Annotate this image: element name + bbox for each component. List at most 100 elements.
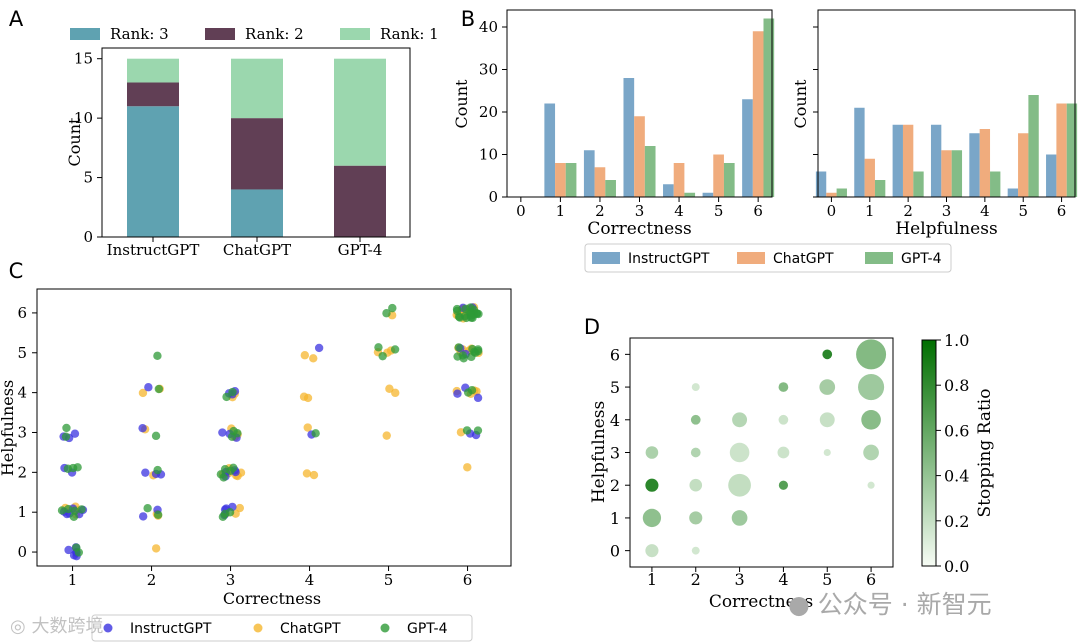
bar-chatgpt	[594, 167, 606, 197]
scatter-point-gpt-4	[459, 354, 468, 363]
scatter-point-gpt-4	[57, 506, 67, 515]
x-tick-label: 2	[595, 202, 605, 220]
y-tick-label: 6	[610, 345, 620, 364]
colorbar-tick-label: 1.0	[944, 331, 969, 350]
bubble-point	[689, 511, 703, 525]
panel-letter-b: B	[461, 7, 475, 31]
y-tick-label: 1	[17, 503, 27, 521]
bubble-point	[861, 409, 881, 430]
bar-chatgpt	[941, 150, 952, 197]
bar-chatgpt	[752, 31, 764, 197]
y-tick-label: 0	[610, 542, 620, 561]
bubble-point	[690, 447, 701, 458]
x-tick-label: 5	[1018, 202, 1028, 220]
colorbar-tick-label: 0.2	[944, 512, 969, 531]
y-axis-label: Count	[452, 79, 471, 128]
bubble-point	[691, 383, 700, 392]
scatter-point-gpt-4	[77, 505, 86, 514]
scatter-point-gpt-4	[462, 426, 472, 435]
bar-instructgpt	[1046, 154, 1057, 197]
scatter-point-gpt-4	[219, 473, 228, 482]
scatter-point-chatgpt	[300, 351, 310, 360]
bar-gpt-4	[605, 180, 616, 197]
x-tick-label: 1	[68, 571, 78, 589]
scatter-point-gpt-4	[226, 466, 235, 476]
scatter-point-gpt-4	[388, 303, 397, 313]
plot-frame-b2	[817, 9, 1076, 198]
x-tick-label: ChatGPT	[223, 241, 291, 259]
bar-instructgpt	[583, 150, 595, 197]
bubble-point	[822, 349, 833, 360]
bar-gpt-4	[990, 171, 1001, 197]
scatter-point-chatgpt	[138, 388, 148, 398]
bar-chatgpt	[713, 154, 724, 197]
x-tick-label: GPT-4	[338, 241, 383, 259]
bubble-point	[856, 339, 887, 370]
scatter-point-instructgpt	[144, 383, 153, 392]
plot-frame-a	[101, 47, 411, 238]
scatter-point-chatgpt	[151, 544, 161, 553]
bubble-point	[690, 414, 701, 425]
scatter-point-instructgpt	[314, 343, 324, 353]
y-tick-label: 0	[488, 188, 498, 206]
y-tick-label: 3	[610, 444, 620, 463]
x-tick-label: 1	[556, 202, 566, 220]
legend-label: ChatGPT	[280, 621, 341, 637]
y-tick-label: 20	[479, 103, 498, 121]
bar-rank-3	[127, 106, 179, 237]
bar-gpt-4	[565, 163, 577, 197]
scatter-point-gpt-4	[374, 343, 383, 352]
scatter-point-gpt-4	[390, 345, 400, 354]
bubble-point	[863, 444, 879, 461]
x-tick-label: 6	[753, 202, 763, 220]
colorbar-tick-label: 0.4	[944, 467, 969, 486]
scatter-point-gpt-4	[455, 313, 465, 322]
watermark-left-text: 大数跨境	[31, 616, 104, 637]
bar-instructgpt	[815, 171, 827, 197]
bar-instructgpt	[1007, 188, 1019, 197]
legend-marker	[103, 623, 113, 633]
x-tick-label: 2	[903, 202, 913, 220]
x-tick-label: 6	[866, 570, 876, 589]
legend-label: Rank: 3	[110, 25, 169, 43]
x-axis-label: Correctness	[223, 589, 321, 608]
scatter-point-chatgpt	[382, 431, 391, 440]
x-tick-label: 5	[822, 570, 832, 589]
scatter-point-gpt-4	[466, 313, 476, 322]
bar-instructgpt	[742, 99, 753, 197]
bubble-point	[819, 379, 836, 395]
bubble-point	[691, 546, 700, 555]
scatter-point-instructgpt	[141, 468, 150, 477]
y-tick-label: 1	[610, 509, 620, 528]
y-tick-label: 10	[74, 109, 93, 127]
bar-instructgpt	[892, 124, 903, 197]
y-tick-label: 0	[83, 228, 93, 246]
bubble-point	[645, 446, 659, 459]
legend-marker	[380, 623, 390, 633]
bar-rank-1	[231, 58, 283, 119]
colorbar-tick-label: 0.0	[944, 557, 969, 576]
bubble-point	[728, 473, 751, 497]
x-tick-label: 0	[827, 202, 837, 220]
bar-gpt-4	[684, 192, 696, 197]
legend-label: Rank: 2	[245, 25, 304, 43]
legend-marker	[253, 623, 263, 633]
y-tick-label: 5	[610, 378, 620, 397]
scatter-point-gpt-4	[153, 351, 162, 361]
scatter-point-gpt-4	[474, 346, 483, 356]
y-tick-label: 2	[610, 476, 620, 495]
scatter-point-gpt-4	[467, 352, 476, 362]
x-tick-label: 2	[691, 570, 701, 589]
scatter-point-gpt-4	[229, 426, 238, 436]
scatter-point-gpt-4	[473, 426, 483, 435]
bar-gpt-4	[874, 180, 886, 197]
x-tick-label: 3	[734, 570, 744, 589]
bar-chatgpt	[979, 129, 991, 197]
bubble-point	[778, 414, 789, 425]
y-axis-label: Helpfulness	[589, 401, 609, 503]
x-axis-label: Correctness	[709, 592, 813, 612]
bubble-point	[732, 412, 748, 428]
x-tick-label: 6	[463, 571, 473, 589]
x-tick-label: 4	[980, 202, 990, 220]
